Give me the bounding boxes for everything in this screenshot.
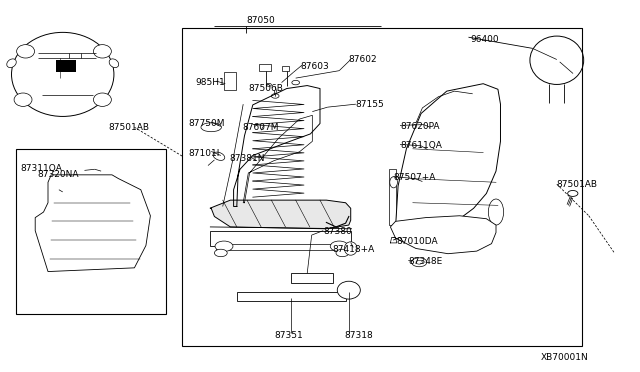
- Text: 87381N: 87381N: [229, 154, 264, 163]
- Text: 87620PA: 87620PA: [400, 122, 440, 131]
- Circle shape: [330, 241, 348, 251]
- Polygon shape: [210, 200, 351, 229]
- Circle shape: [216, 203, 239, 217]
- Ellipse shape: [201, 123, 221, 132]
- Polygon shape: [390, 216, 496, 254]
- Bar: [210, 231, 351, 246]
- Text: 87602: 87602: [349, 55, 378, 64]
- Bar: [216, 244, 344, 250]
- Bar: [182, 28, 582, 346]
- Bar: [259, 64, 271, 71]
- Text: 87155: 87155: [355, 100, 384, 109]
- Ellipse shape: [488, 199, 504, 225]
- Text: 87320NA: 87320NA: [37, 170, 79, 179]
- Ellipse shape: [390, 177, 397, 188]
- Text: 87603: 87603: [301, 62, 330, 71]
- Ellipse shape: [109, 59, 118, 68]
- Text: 87050: 87050: [246, 16, 275, 25]
- Text: 87611QA: 87611QA: [400, 141, 442, 150]
- Text: 87607M: 87607M: [242, 123, 278, 132]
- Text: 96400: 96400: [470, 35, 499, 44]
- Ellipse shape: [58, 186, 68, 193]
- Circle shape: [59, 187, 67, 192]
- Ellipse shape: [430, 221, 453, 240]
- Circle shape: [326, 205, 349, 218]
- Ellipse shape: [12, 32, 114, 116]
- Ellipse shape: [436, 226, 447, 235]
- Text: 87418+A: 87418+A: [333, 245, 375, 254]
- Circle shape: [336, 249, 349, 257]
- Circle shape: [222, 207, 232, 213]
- Bar: [282, 66, 289, 71]
- Text: 87507+A: 87507+A: [394, 173, 436, 182]
- Ellipse shape: [93, 93, 111, 106]
- Circle shape: [416, 260, 422, 264]
- Text: 985H1: 985H1: [195, 78, 225, 87]
- Ellipse shape: [93, 45, 111, 58]
- Text: 87380: 87380: [323, 227, 352, 236]
- Ellipse shape: [337, 281, 360, 299]
- Bar: [224, 72, 236, 90]
- Circle shape: [568, 190, 578, 196]
- Circle shape: [214, 249, 227, 257]
- Circle shape: [412, 258, 427, 267]
- Ellipse shape: [14, 93, 32, 106]
- Text: 87348E: 87348E: [408, 257, 443, 266]
- Text: 87501AB: 87501AB: [109, 124, 150, 132]
- Bar: [237, 292, 346, 301]
- Text: XB70001N: XB70001N: [541, 353, 589, 362]
- Text: 87750M: 87750M: [189, 119, 225, 128]
- Ellipse shape: [344, 242, 357, 255]
- Ellipse shape: [7, 59, 16, 68]
- Text: 87101I: 87101I: [189, 149, 220, 158]
- Circle shape: [333, 208, 343, 214]
- Text: 87010DA: 87010DA: [397, 237, 438, 246]
- Circle shape: [215, 241, 233, 251]
- Circle shape: [292, 80, 300, 85]
- Text: 87506B: 87506B: [248, 84, 283, 93]
- Polygon shape: [35, 175, 150, 272]
- Polygon shape: [396, 84, 500, 235]
- Circle shape: [271, 94, 279, 98]
- Bar: [291, 273, 333, 283]
- Bar: [56, 60, 76, 72]
- Text: 87351: 87351: [274, 331, 303, 340]
- Bar: [16, 149, 166, 314]
- Text: 87501AB: 87501AB: [557, 180, 598, 189]
- Polygon shape: [389, 169, 396, 225]
- Text: 87318: 87318: [344, 331, 373, 340]
- Ellipse shape: [530, 36, 584, 84]
- Circle shape: [266, 83, 271, 86]
- Ellipse shape: [213, 152, 225, 160]
- Text: 87311QA: 87311QA: [20, 164, 62, 173]
- Ellipse shape: [17, 45, 35, 58]
